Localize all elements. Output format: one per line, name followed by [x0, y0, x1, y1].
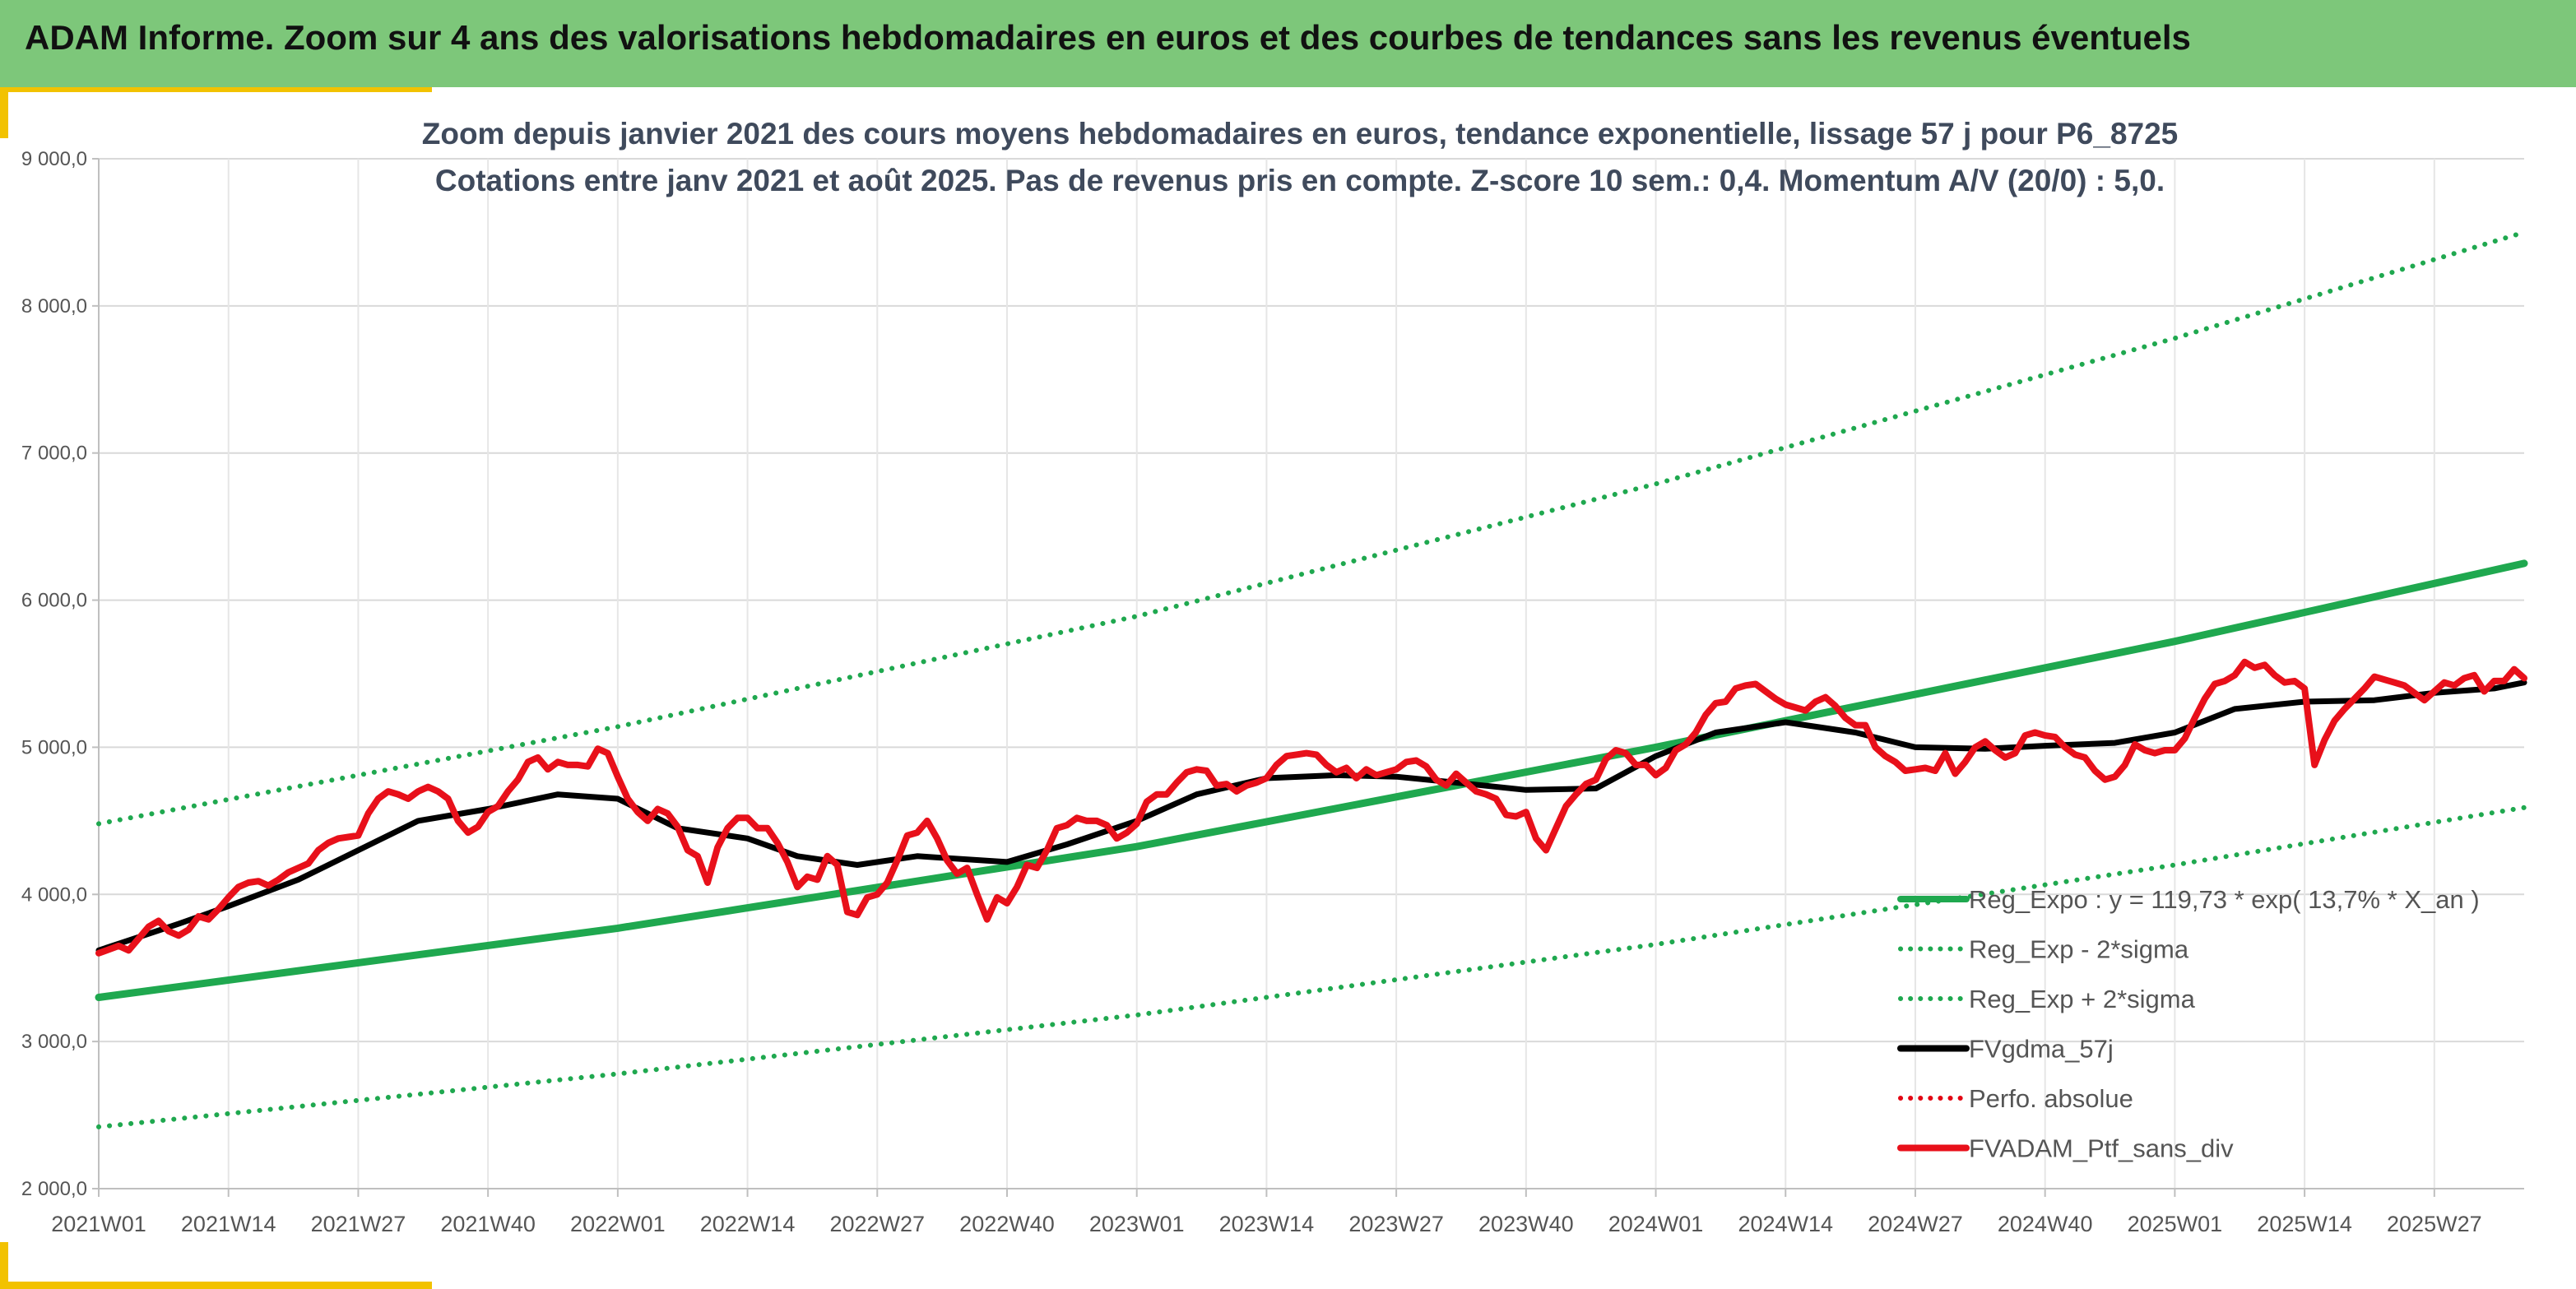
y-tick-label: 7 000,0	[21, 443, 87, 465]
x-tick-label: 2023W27	[1348, 1212, 1444, 1236]
header-banner: ADAM Informe. Zoom sur 4 ans des valoris…	[0, 0, 2576, 87]
x-tick-label: 2022W14	[700, 1212, 796, 1236]
legend-label-perfo: Perfo. absolue	[1969, 1084, 2133, 1113]
x-tick-label: 2022W27	[829, 1212, 925, 1236]
x-tick-label: 2021W01	[51, 1212, 146, 1236]
chart-title: Zoom depuis janvier 2021 des cours moyen…	[422, 117, 2178, 197]
y-tick-label: 3 000,0	[21, 1031, 87, 1053]
y-tick-label: 2 000,0	[21, 1178, 87, 1200]
series-reg_expo-line	[95, 559, 2528, 1001]
legend-label-reg_plus: Reg_Exp + 2*sigma	[1969, 985, 2196, 1013]
series-reg_minus-line	[96, 804, 2527, 1129]
grid-lines	[98, 158, 2524, 1189]
legend-label-reg_expo: Reg_Expo : y = 119,73 * exp( 13,7% * X_a…	[1969, 885, 2480, 914]
axes	[92, 158, 2524, 1197]
y-tick-label: 4 000,0	[21, 883, 87, 906]
y-tick-label: 6 000,0	[21, 590, 87, 612]
x-tick-label: 2021W40	[440, 1212, 536, 1236]
series-reg_plus-line	[96, 230, 2527, 827]
x-tick-label: 2021W27	[311, 1212, 406, 1236]
yellow-corner-top	[0, 87, 432, 92]
y-tick-label: 5 000,0	[21, 736, 87, 758]
x-tick-label: 2023W40	[1478, 1212, 1574, 1236]
yellow-corner-bottom	[0, 1282, 432, 1289]
chart-title-line: Zoom depuis janvier 2021 des cours moyen…	[422, 117, 2178, 151]
x-tick-label: 2025W01	[2128, 1212, 2223, 1236]
legend-label-reg_minus: Reg_Exp - 2*sigma	[1969, 935, 2189, 964]
tick-labels: 2 000,0 3 000,0 4 000,0 5 000,0 6 000,0 7 000…	[21, 148, 2482, 1236]
x-tick-label: 2023W14	[1219, 1212, 1315, 1236]
yellow-edge-left	[0, 87, 8, 138]
x-tick-label: 2022W40	[959, 1212, 1055, 1236]
page-title: ADAM Informe. Zoom sur 4 ans des valoris…	[25, 18, 2191, 57]
legend: Reg_Expo : y = 119,73 * exp( 13,7% * X_a…	[1897, 885, 2480, 1163]
series-ptf-line	[95, 658, 2527, 957]
x-tick-label: 2024W14	[1738, 1212, 1833, 1236]
y-tick-label: 9 000,0	[21, 148, 87, 170]
x-tick-label: 2025W27	[2387, 1212, 2482, 1236]
x-tick-label: 2022W01	[570, 1212, 666, 1236]
x-tick-label: 2024W01	[1608, 1212, 1704, 1236]
x-tick-label: 2021W14	[181, 1212, 276, 1236]
yellow-edge-left-bottom	[0, 1242, 8, 1289]
series-lines	[95, 230, 2528, 1129]
legend-label-ptf: FVADAM_Ptf_sans_div	[1969, 1134, 2234, 1163]
legend-label-gdma: FVgdma_57j	[1969, 1035, 2114, 1064]
x-tick-label: 2025W14	[2257, 1212, 2352, 1236]
x-tick-label: 2023W01	[1089, 1212, 1185, 1236]
x-tick-label: 2024W40	[1998, 1212, 2093, 1236]
chart-title-line: Cotations entre janv 2021 et août 2025. …	[435, 164, 2165, 197]
y-tick-label: 8 000,0	[21, 295, 87, 318]
x-tick-label: 2024W27	[1868, 1212, 1963, 1236]
